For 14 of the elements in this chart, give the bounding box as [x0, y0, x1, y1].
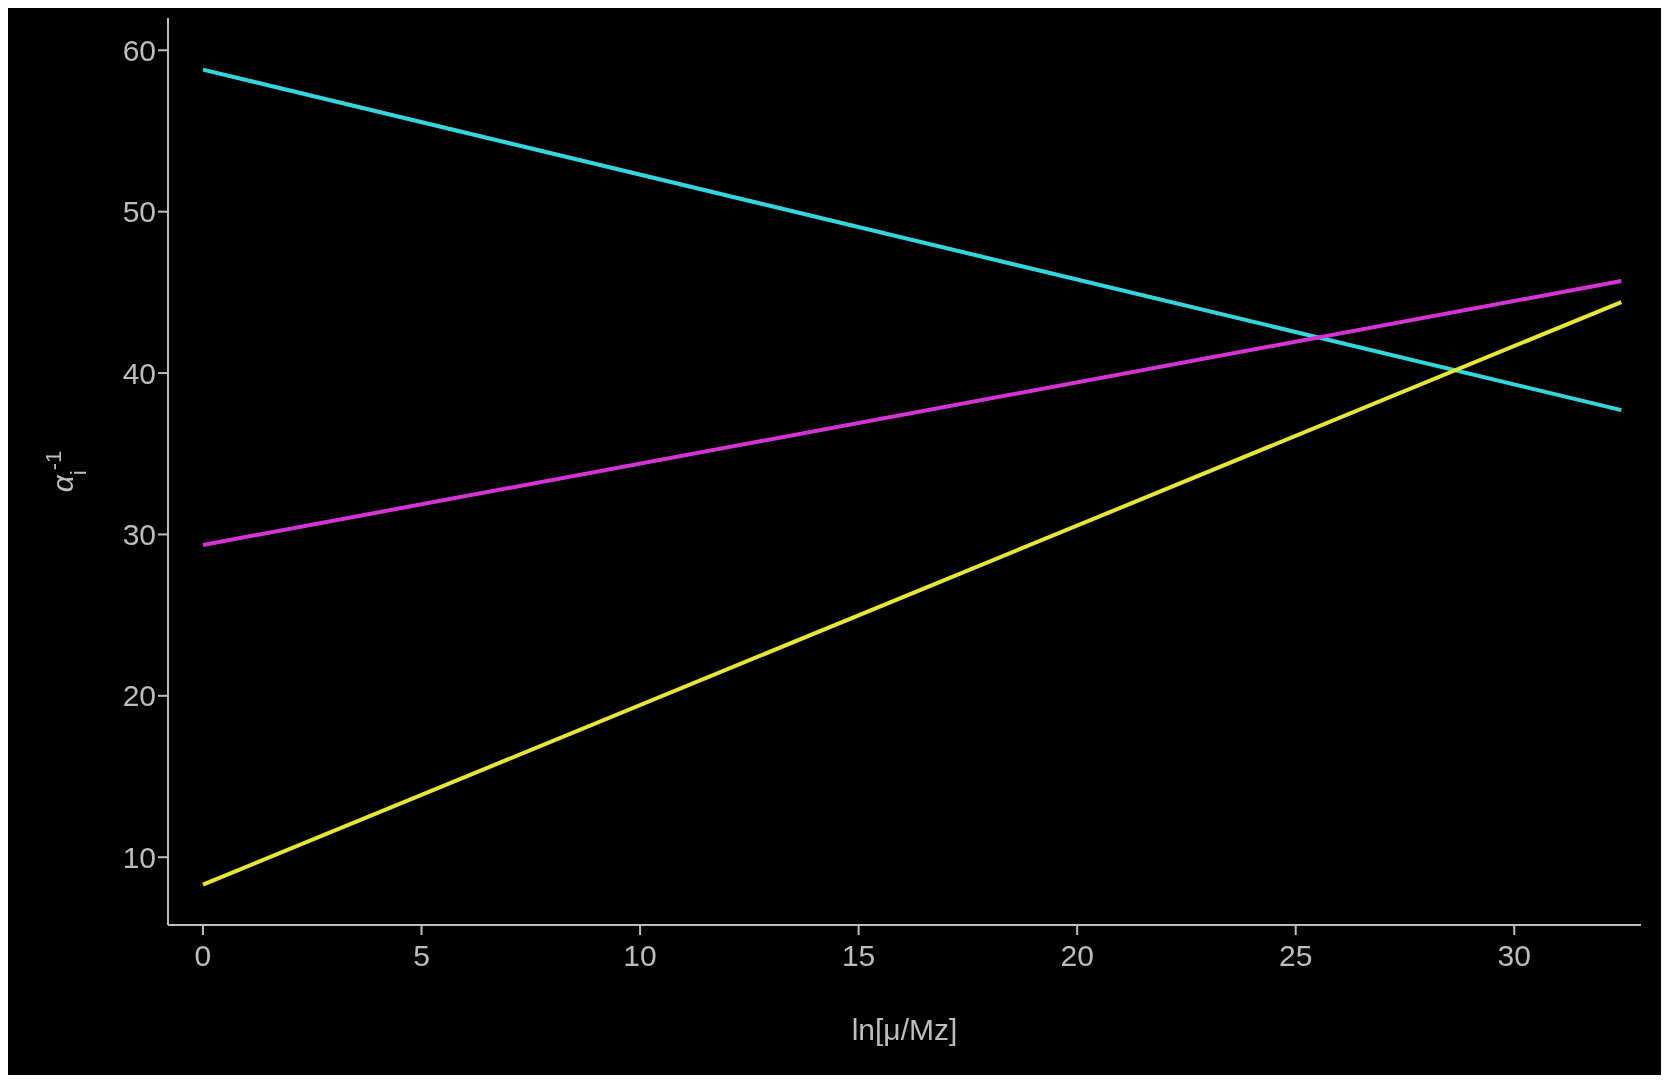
y-tick-label: 20	[122, 679, 156, 713]
x-tick-label: 0	[194, 939, 212, 973]
x-tick-label: 10	[623, 939, 657, 973]
x-tick-label: 20	[1060, 939, 1094, 973]
x-tick-label: 15	[841, 939, 876, 973]
y-tick-label: 10	[122, 840, 156, 874]
y-tick-label: 40	[122, 356, 156, 390]
y-tick-label: 60	[122, 33, 156, 67]
y-tick-label: 30	[122, 518, 156, 552]
x-tick-label: 25	[1279, 939, 1313, 973]
x-tick-label: 30	[1497, 939, 1531, 973]
x-axis-title: ln[μ/Mz]	[851, 1013, 958, 1046]
y-tick-label: 50	[122, 195, 156, 229]
x-tick-label: 5	[413, 939, 430, 973]
